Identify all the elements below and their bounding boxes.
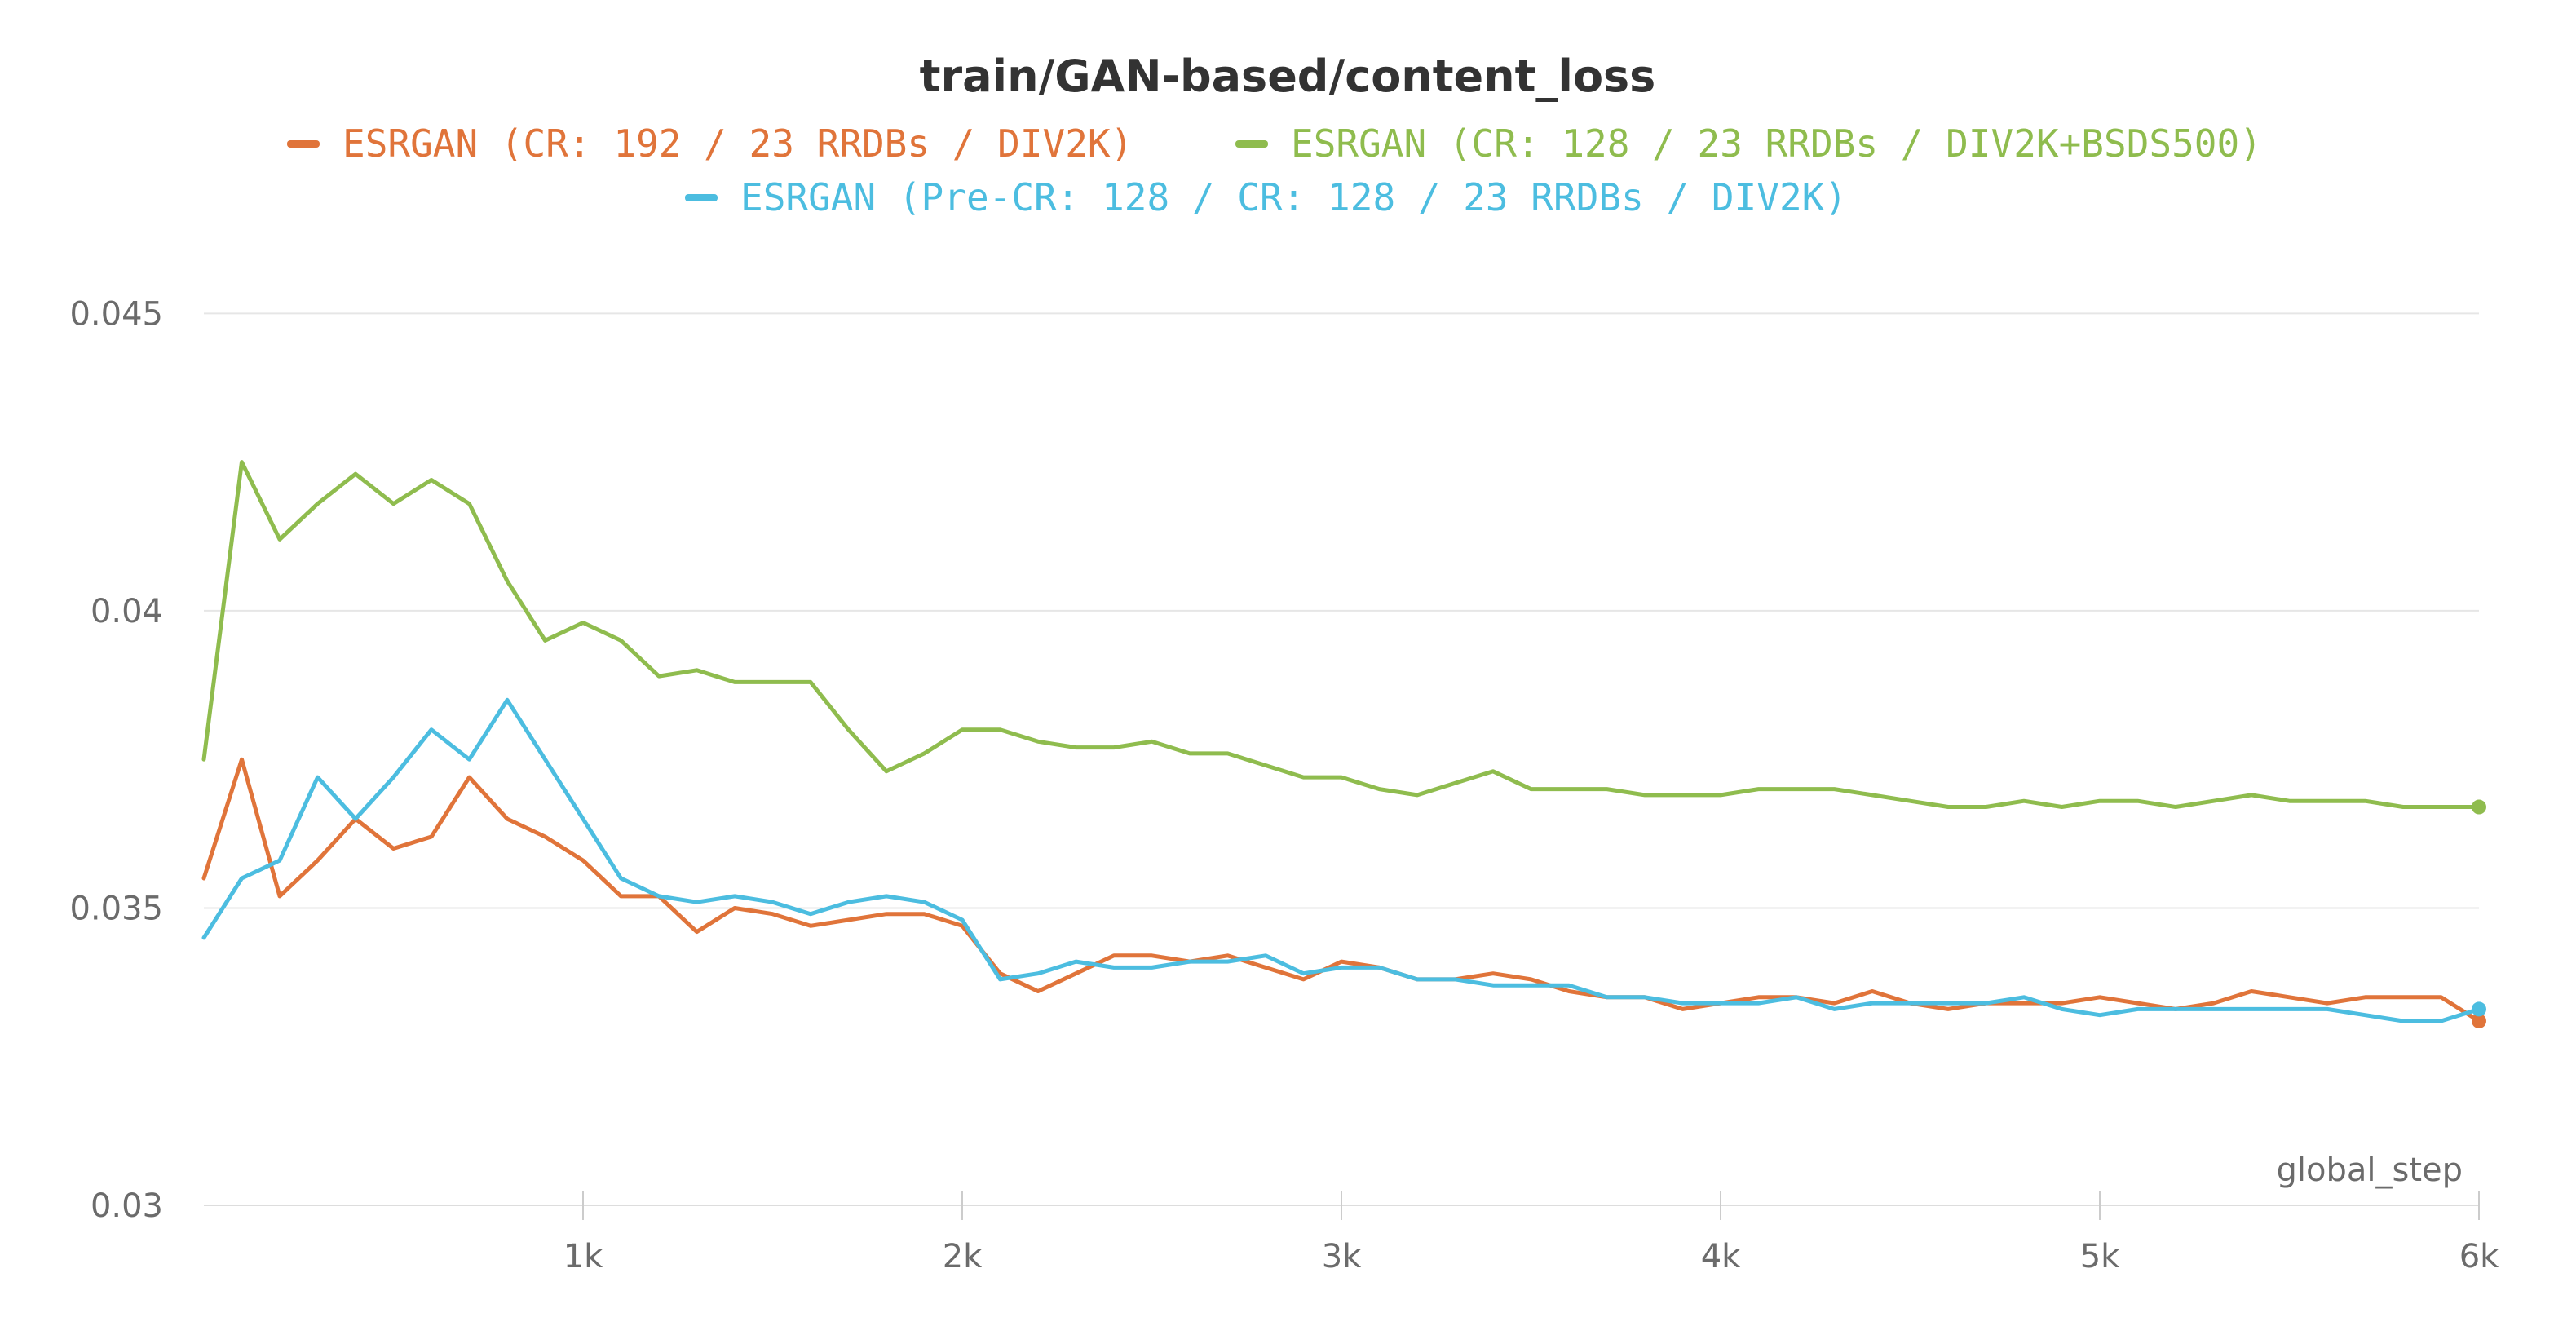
legend-item-3[interactable]: ESRGAN (Pre-CR: 128 / CR: 128 / 23 RRDBs… bbox=[685, 175, 1847, 219]
y-tick-label: 0.045 bbox=[69, 295, 163, 333]
legend-swatch bbox=[1235, 140, 1268, 148]
legend-label: ESRGAN (CR: 128 / 23 RRDBs / DIV2K+BSDS5… bbox=[1291, 122, 2262, 166]
x-tick-label: 1k bbox=[563, 1238, 603, 1275]
legend-swatch bbox=[287, 140, 320, 148]
legend-item-2[interactable]: ESRGAN (CR: 128 / 23 RRDBs / DIV2K+BSDS5… bbox=[1235, 122, 2262, 166]
series-line-1[interactable] bbox=[201, 757, 2481, 1023]
y-axis: 0.03 0.035 0.04 0.045 bbox=[69, 295, 163, 1225]
x-axis-label: global_step bbox=[2276, 1152, 2463, 1189]
series-line-3[interactable] bbox=[201, 697, 2481, 1023]
legend-label: ESRGAN (CR: 192 / 23 RRDBs / DIV2K) bbox=[342, 122, 1133, 166]
legend[interactable]: ESRGAN (CR: 192 / 23 RRDBs / DIV2K) ESRGA… bbox=[287, 122, 2262, 219]
series-end-marker-3 bbox=[2472, 1001, 2486, 1017]
series-line-2[interactable] bbox=[201, 460, 2481, 809]
chart-title: train/GAN-based/content_loss bbox=[920, 51, 1656, 102]
x-tick-label: 5k bbox=[2080, 1238, 2120, 1275]
legend-label: ESRGAN (Pre-CR: 128 / CR: 128 / 23 RRDBs… bbox=[740, 175, 1847, 219]
series-end-marker-2 bbox=[2472, 799, 2486, 815]
x-tick-label: 6k bbox=[2459, 1238, 2499, 1275]
x-axis: 1k 2k 3k 4k 5k 6k bbox=[204, 1191, 2499, 1275]
y-tick-label: 0.04 bbox=[91, 593, 163, 630]
legend-item-1[interactable]: ESRGAN (CR: 192 / 23 RRDBs / DIV2K) bbox=[287, 122, 1133, 166]
series-end-marker-1 bbox=[2472, 1013, 2486, 1028]
plot-area[interactable] bbox=[201, 460, 2486, 1028]
x-tick-label: 4k bbox=[1701, 1238, 1741, 1275]
legend-swatch bbox=[685, 194, 718, 201]
x-tick-label: 2k bbox=[943, 1238, 983, 1275]
y-tick-label: 0.03 bbox=[91, 1187, 163, 1225]
y-tick-label: 0.035 bbox=[69, 890, 163, 927]
x-tick-label: 3k bbox=[1322, 1238, 1362, 1275]
